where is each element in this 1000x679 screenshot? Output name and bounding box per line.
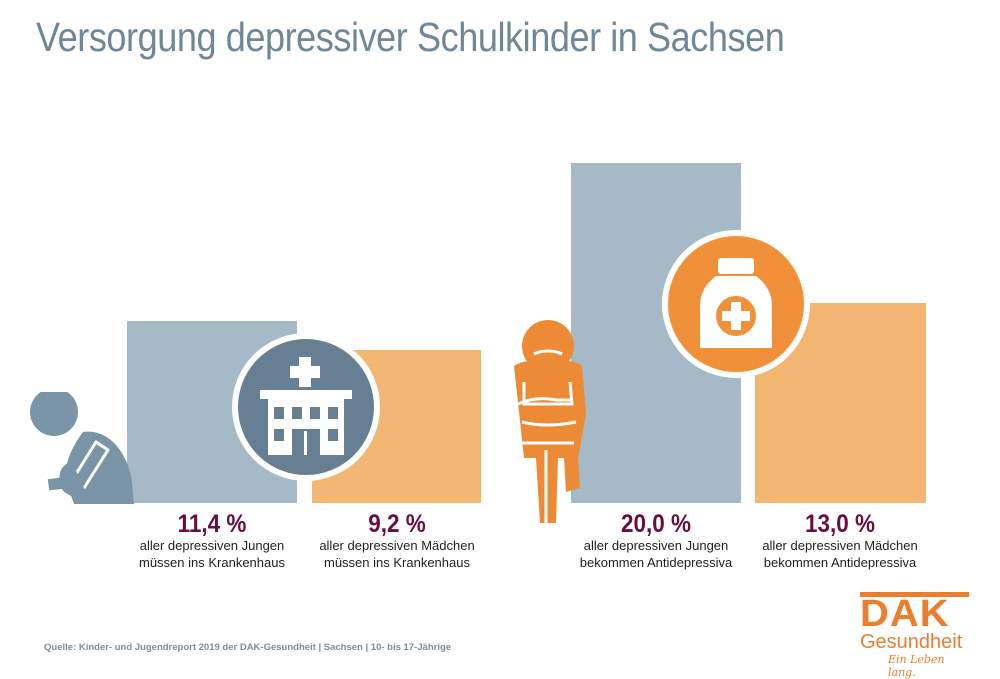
stat-jungen-antidepressiva: 20,0 % aller depressiven Jungen bekommen… xyxy=(556,511,756,571)
standing-child-icon xyxy=(506,318,586,528)
stat-value: 20,0 % xyxy=(620,510,692,538)
stat-value: 9,2 % xyxy=(368,510,426,538)
stat-maedchen-antidepressiva: 13,0 % aller depressiven Mädchen bekomme… xyxy=(740,511,940,571)
logo-brand: DAK xyxy=(860,592,970,633)
stat-desc-line2: müssen ins Krankenhaus xyxy=(139,555,285,570)
hospital-icon xyxy=(260,357,352,455)
stat-value: 11,4 % xyxy=(177,510,247,538)
stat-desc-line1: aller depressiven Mädchen xyxy=(762,538,918,553)
medicine-circle xyxy=(662,230,810,378)
sitting-child-icon xyxy=(28,392,138,504)
stat-desc-line1: aller depressiven Jungen xyxy=(139,538,285,553)
medicine-bottle-icon xyxy=(700,258,772,348)
stat-desc-line2: bekommen Antidepressiva xyxy=(763,555,917,570)
stat-desc-line1: aller depressiven Mädchen xyxy=(319,538,475,553)
logo-slogan: Ein Leben lang. xyxy=(888,653,945,679)
stat-desc-line1: aller depressiven Jungen xyxy=(583,538,729,553)
stat-desc-line2: bekommen Antidepressiva xyxy=(579,555,733,570)
source-note: Quelle: Kinder- und Jugendreport 2019 de… xyxy=(44,642,452,653)
page-title: Versorgung depressiver Schulkinder in Sa… xyxy=(36,14,785,60)
stat-maedchen-krankenhaus: 9,2 % aller depressiven Mädchen müssen i… xyxy=(297,511,497,571)
hospital-circle xyxy=(232,333,380,481)
logo-sub: Gesundheit xyxy=(860,631,963,653)
stat-jungen-krankenhaus: 11,4 % aller depressiven Jungen müssen i… xyxy=(112,511,312,571)
stat-desc-line2: müssen ins Krankenhaus xyxy=(324,555,470,570)
stat-value: 13,0 % xyxy=(804,510,876,538)
